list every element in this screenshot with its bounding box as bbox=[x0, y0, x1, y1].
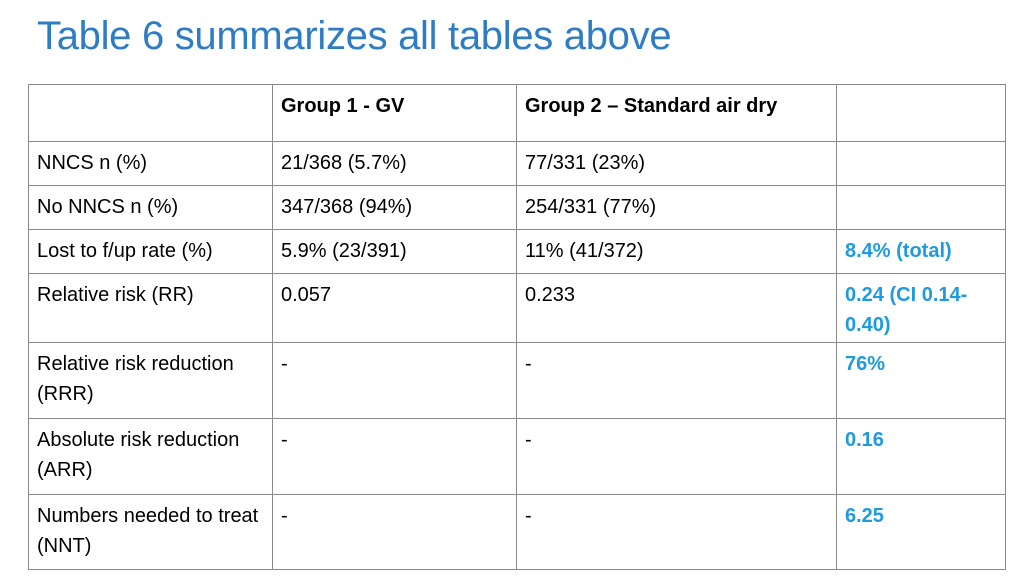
group1-value: 347/368 (94%) bbox=[272, 185, 517, 230]
summary-value: 6.25 bbox=[836, 494, 1006, 570]
row-label: Lost to f/up rate (%) bbox=[28, 229, 273, 274]
group1-value: 21/368 (5.7%) bbox=[272, 141, 517, 186]
table-row: Relative risk (RR) 0.057 0.233 0.24 (CI … bbox=[28, 273, 1006, 343]
header-cell-empty bbox=[28, 84, 273, 142]
group2-value: - bbox=[516, 494, 837, 570]
group1-value: 5.9% (23/391) bbox=[272, 229, 517, 274]
table-header-row: Group 1 - GV Group 2 – Standard air dry bbox=[28, 84, 1006, 142]
row-label: NNCS n (%) bbox=[28, 141, 273, 186]
table-row: No NNCS n (%) 347/368 (94%) 254/331 (77%… bbox=[28, 185, 1006, 230]
summary-value bbox=[836, 185, 1006, 230]
row-label: Relative risk reduction (RRR) bbox=[28, 342, 273, 419]
table-row: Relative risk reduction (RRR) - - 76% bbox=[28, 342, 1006, 419]
summary-value bbox=[836, 141, 1006, 186]
group2-value: 254/331 (77%) bbox=[516, 185, 837, 230]
group1-value: - bbox=[272, 418, 517, 495]
summary-value: 0.16 bbox=[836, 418, 1006, 495]
summary-value: 0.24 (CI 0.14-0.40) bbox=[836, 273, 1006, 343]
group2-value: 77/331 (23%) bbox=[516, 141, 837, 186]
summary-value: 76% bbox=[836, 342, 1006, 419]
group1-value: - bbox=[272, 494, 517, 570]
summary-table: Group 1 - GV Group 2 – Standard air dry … bbox=[28, 84, 1006, 570]
table-row: NNCS n (%) 21/368 (5.7%) 77/331 (23%) bbox=[28, 141, 1006, 186]
header-cell-summary bbox=[836, 84, 1006, 142]
group1-value: - bbox=[272, 342, 517, 419]
group1-value: 0.057 bbox=[272, 273, 517, 343]
group2-value: 0.233 bbox=[516, 273, 837, 343]
row-label: No NNCS n (%) bbox=[28, 185, 273, 230]
summary-value: 8.4% (total) bbox=[836, 229, 1006, 274]
header-group2: Group 2 – Standard air dry bbox=[516, 84, 837, 142]
group2-value: - bbox=[516, 342, 837, 419]
group2-value: - bbox=[516, 418, 837, 495]
row-label: Relative risk (RR) bbox=[28, 273, 273, 343]
group2-value: 11% (41/372) bbox=[516, 229, 837, 274]
row-label: Absolute risk reduction (ARR) bbox=[28, 418, 273, 495]
table-row: Numbers needed to treat (NNT) - - 6.25 bbox=[28, 494, 1006, 570]
table-row: Absolute risk reduction (ARR) - - 0.16 bbox=[28, 418, 1006, 495]
header-group1: Group 1 - GV bbox=[272, 84, 517, 142]
row-label: Numbers needed to treat (NNT) bbox=[28, 494, 273, 570]
slide-title: Table 6 summarizes all tables above bbox=[37, 14, 672, 58]
table-row: Lost to f/up rate (%) 5.9% (23/391) 11% … bbox=[28, 229, 1006, 274]
